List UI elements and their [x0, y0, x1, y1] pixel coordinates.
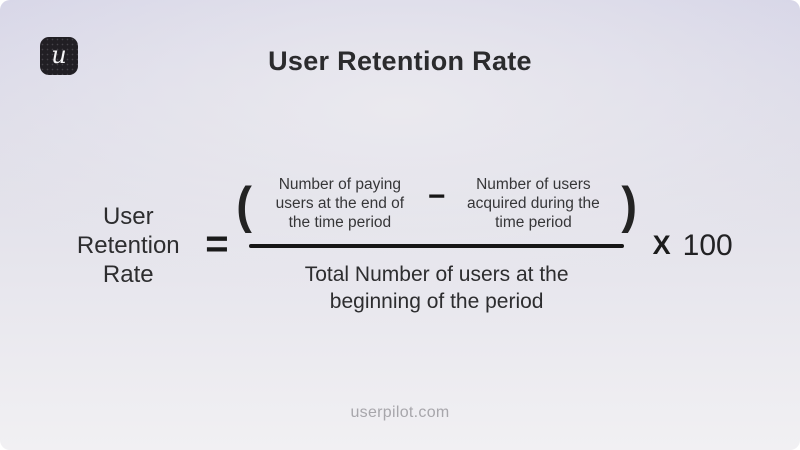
equals-sign: = — [205, 221, 229, 266]
close-parenthesis: ) — [621, 175, 638, 233]
open-parenthesis: ( — [236, 175, 252, 233]
multiplier-group: X 100 — [652, 228, 733, 262]
userpilot-logo-letter: u — [51, 41, 67, 69]
fraction-bar — [249, 243, 625, 248]
retention-rate-formula: User Retention Rate = ( Number of paying… — [0, 176, 800, 315]
minus-sign: − — [427, 180, 446, 214]
numerator-term-acquired-users: Number of users acquired during the time… — [467, 176, 600, 231]
numerator-term-paying-users: Number of paying users at the end of the… — [275, 176, 405, 231]
formula-fraction: ( Number of paying users at the end of t… — [236, 176, 637, 315]
website-url: userpilot.com — [350, 404, 450, 421]
fraction-numerator: ( Number of paying users at the end of t… — [236, 176, 637, 233]
multiply-sign: X — [652, 230, 671, 261]
page-title: User Retention Rate — [268, 46, 532, 76]
fraction-denominator: Total Number of users at the beginning o… — [304, 262, 569, 314]
multiplier-value: 100 — [682, 228, 733, 262]
formula-lhs-label: User Retention Rate — [76, 202, 180, 289]
userpilot-logo: u — [40, 37, 78, 75]
